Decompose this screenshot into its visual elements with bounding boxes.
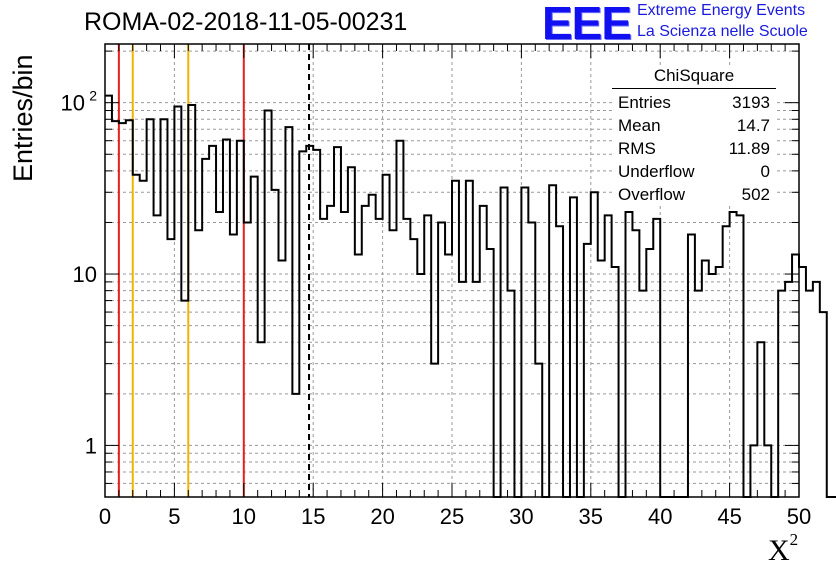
stats-row-mean: Mean 14.7 [612,114,776,137]
stats-value: 14.7 [736,116,770,135]
stats-label: Overflow [618,185,686,204]
y-tick-label: 10 [73,262,97,287]
stats-value: 0 [760,162,770,181]
x-tick-label: 35 [579,504,603,529]
stats-row-underflow: Underflow 0 [612,160,776,183]
x-tick-label: 5 [168,504,180,529]
x-tick-label: 15 [301,504,325,529]
y-tick-label: 1 [85,433,97,458]
stats-row-entries: Entries 3193 [612,91,776,114]
stats-value: 11.89 [728,139,770,158]
stats-box: ChiSquare Entries 3193 Mean 14.7 RMS 11.89 … [612,66,776,206]
stats-value: 3193 [732,93,770,112]
x-axis-label-base: X [768,534,790,567]
x-tick-label: 20 [370,504,394,529]
stats-row-rms: RMS 11.89 [612,137,776,160]
histogram-series [105,94,836,498]
x-tick-label: 50 [787,504,811,529]
stats-value: 502 [741,185,770,204]
stats-label: Underflow [618,162,695,181]
vertical-markers [117,44,311,497]
x-tick-label: 25 [440,504,464,529]
x-axis-label: X2 [768,530,798,568]
stats-label: Mean [618,116,661,135]
x-tick-label: 30 [509,504,533,529]
x-axis-label-superscript: 2 [789,530,799,549]
y-tick-label: 10 [61,91,85,116]
axis-ticks [104,44,800,498]
chart-title: ROMA-02-2018-11-05-00231 [84,8,408,36]
stats-label: RMS [618,139,656,158]
eee-logo: EEE [542,0,632,49]
x-tick-label: 10 [232,504,256,529]
stats-row-overflow: Overflow 502 [612,183,776,206]
x-tick-label: 40 [648,504,672,529]
stats-label: Entries [618,93,671,112]
y-tick-label-exponent: 2 [89,88,97,104]
x-tick-label: 0 [99,504,111,529]
logo-tagline-2: La Scienza nelle Scuole [637,23,808,40]
logo-tagline-1: Extreme Energy Events [637,2,806,19]
x-tick-label: 45 [717,504,741,529]
y-axis-label: Entries/bin [8,54,38,182]
stats-box-title: ChiSquare [612,66,776,89]
